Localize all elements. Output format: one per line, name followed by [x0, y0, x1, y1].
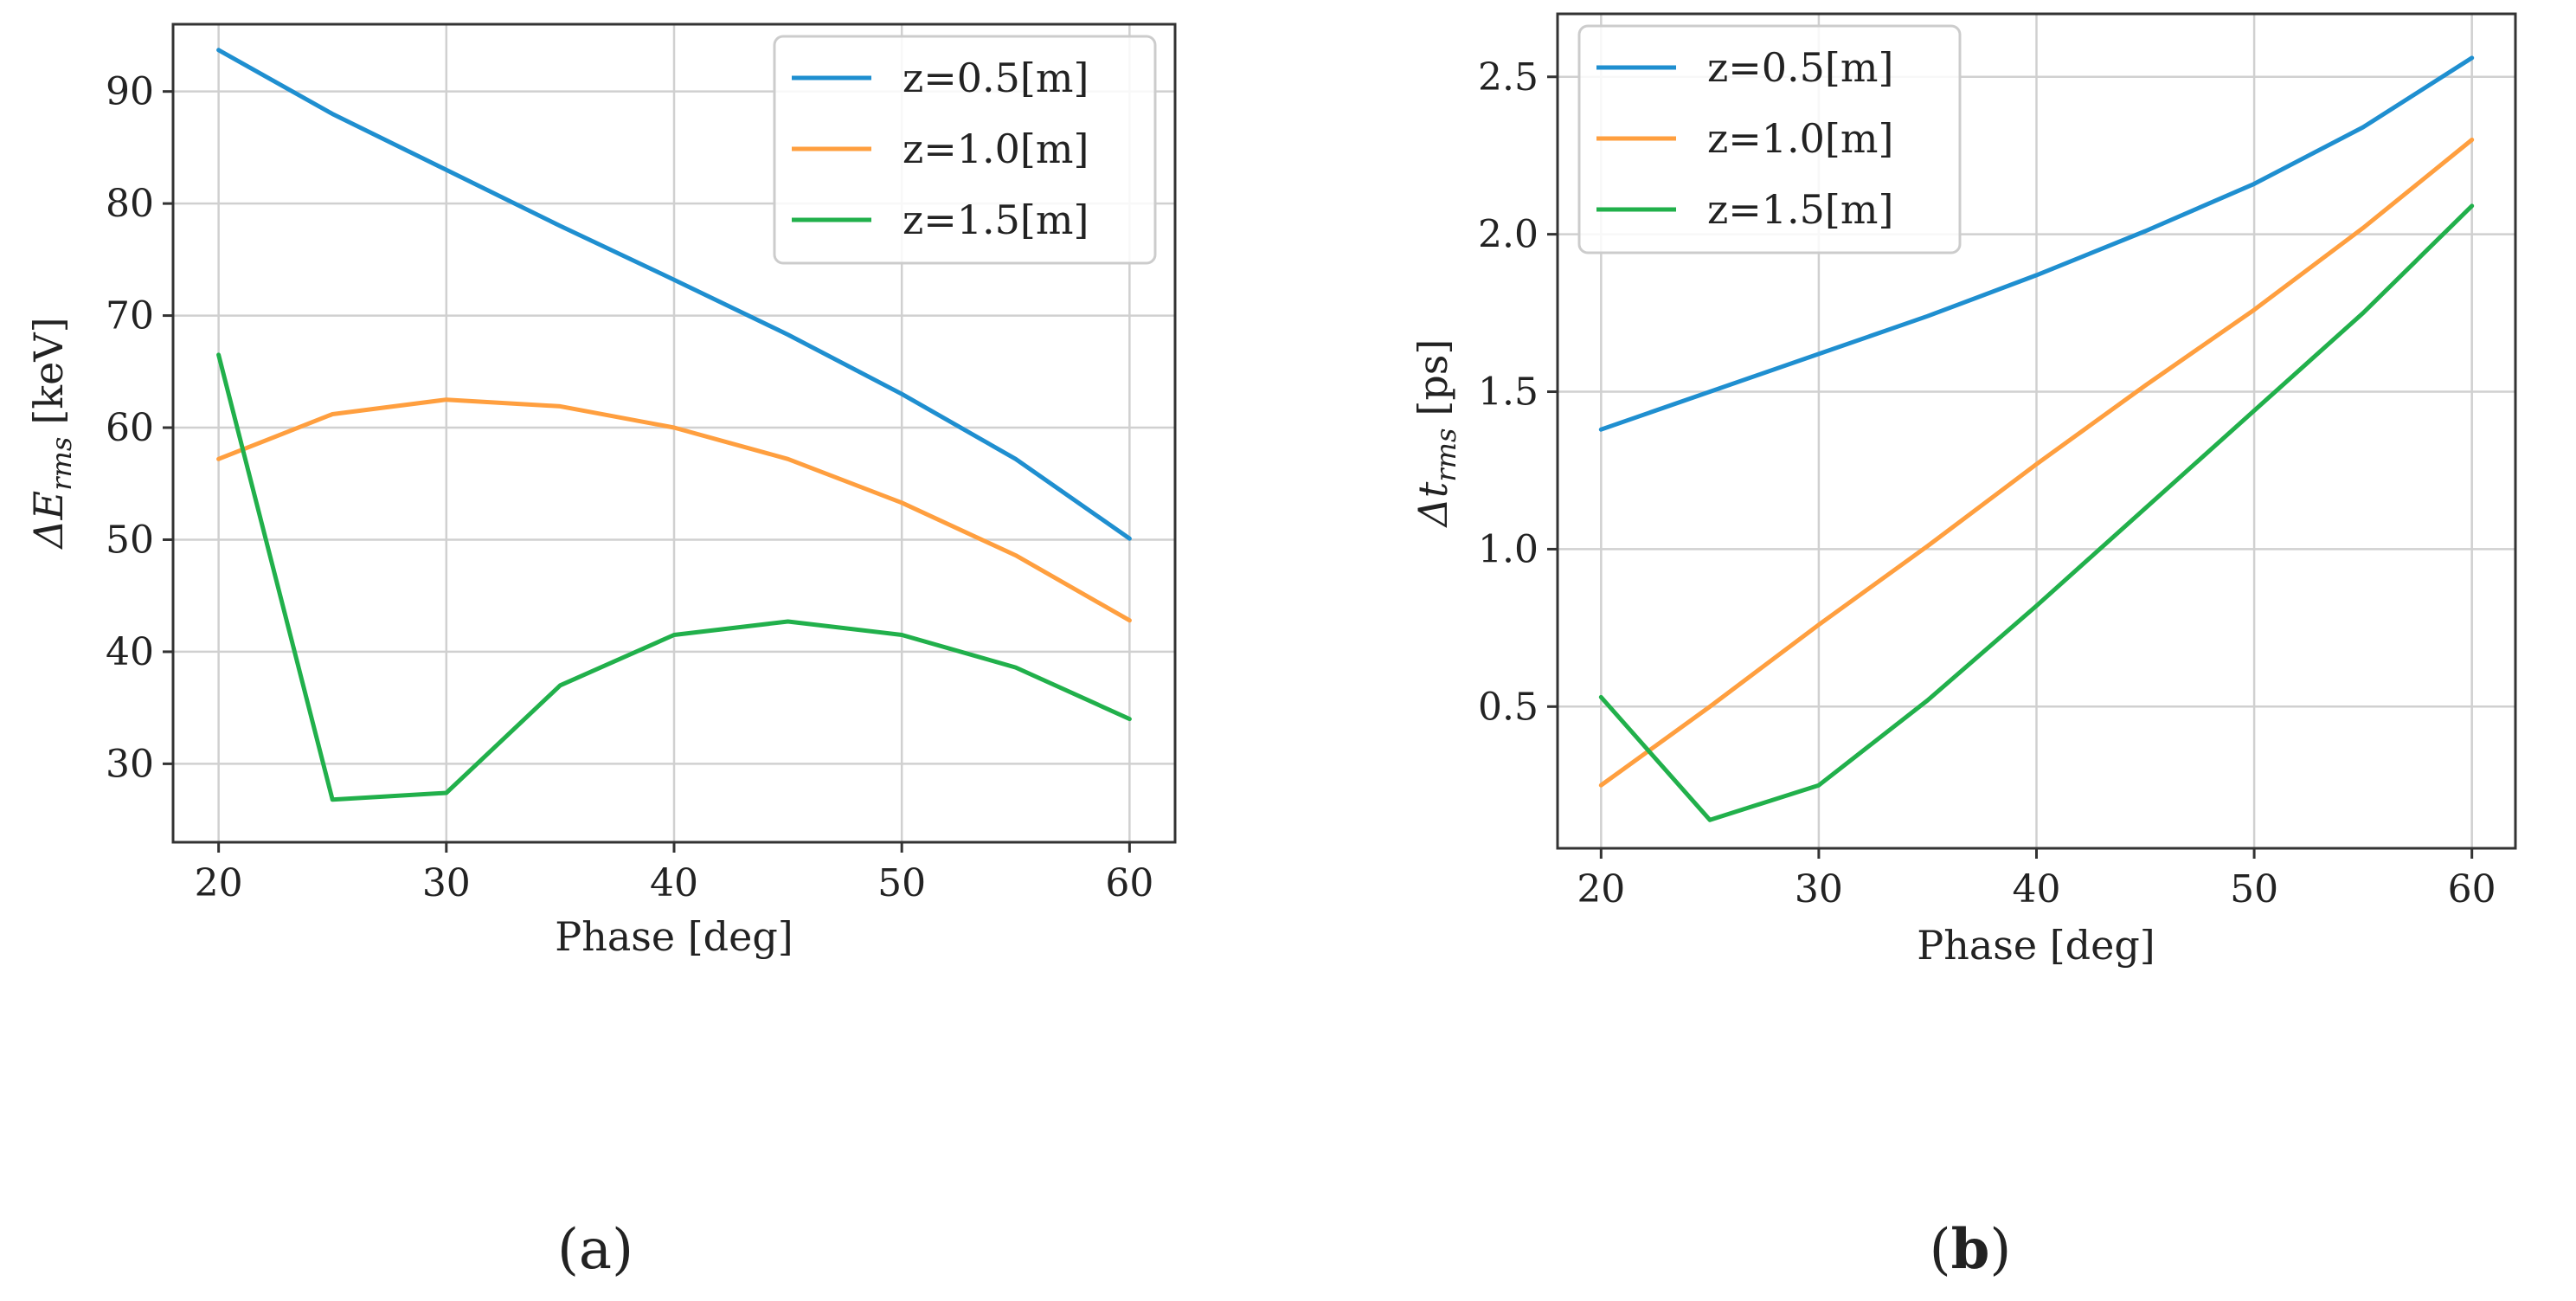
y-axis-label-b: Δtrms [ps]: [1410, 339, 1462, 529]
y-axis-label-unit-b: [ps]: [1410, 339, 1456, 416]
x-tick-label-a-1: 30: [422, 861, 471, 905]
y-tick-label-b-4: 2.5: [1478, 55, 1539, 100]
legend-label-a-1: z=1.0[m]: [903, 126, 1089, 172]
series-b: [1598, 55, 2475, 822]
series-line-a-1: [216, 397, 1132, 623]
panel-label-b: (b): [1930, 1217, 2012, 1282]
series-line-b-0: [1598, 55, 2475, 432]
series-line-b-2: [1598, 203, 2475, 822]
x-tick-label-b-0: 20: [1577, 867, 1625, 911]
chart-panel-b: 20 30 40 50 60 0.5 1.0 1.5 2.0 2.5 Phase [deg] Δt…: [1410, 12, 2517, 1282]
legend-box-b: [1577, 24, 1962, 254]
legend-label-a-0: z=0.5[m]: [903, 55, 1089, 101]
legend-label-b-1: z=1.0[m]: [1707, 115, 1893, 162]
x-tick-label-b-2: 40: [2013, 867, 2061, 911]
series-line-b-1: [1598, 138, 2475, 788]
legend-label-a-2: z=1.5[m]: [903, 196, 1089, 243]
y-axis-label-a: ΔErms [keV]: [25, 317, 78, 550]
ticks-b: 20 30 40 50 60 0.5 1.0 1.5 2.0 2.5: [1478, 55, 2496, 911]
x-tick-label-a-2: 40: [650, 861, 698, 905]
x-tick-label-b-1: 30: [1795, 867, 1843, 911]
x-tick-label-a-3: 50: [877, 861, 926, 905]
series-line-a-2: [216, 352, 1132, 802]
x-tick-label-a-4: 60: [1105, 861, 1153, 905]
y-tick-label-a-4: 70: [106, 294, 154, 338]
panel-label-a-letter: a: [579, 1218, 612, 1282]
y-axis-label-main-a: ΔE: [25, 491, 72, 551]
legend-box-a: [773, 35, 1157, 265]
y-axis-label-sub-a: rms: [45, 437, 78, 491]
y-axis-label-main-b: Δt: [1410, 481, 1456, 528]
y-axis-label-sub-b: rms: [1429, 428, 1462, 482]
y-axis-label-unit-a: [keV]: [25, 317, 72, 424]
y-tick-label-a-0: 30: [106, 742, 154, 786]
legend-label-b-2: z=1.5[m]: [1707, 186, 1893, 233]
y-tick-label-a-1: 40: [106, 630, 154, 674]
panel-label-a: (a): [557, 1218, 633, 1282]
x-tick-label-b-4: 60: [2448, 867, 2496, 911]
chart-panel-a: 20 30 40 50 60 30 40 50 60 70 80 90 Phase [deg] ΔEr…: [25, 23, 1177, 1282]
series-a: [216, 48, 1132, 802]
panel-label-b-letter: b: [1951, 1217, 1990, 1282]
y-tick-label-b-0: 0.5: [1478, 685, 1539, 729]
x-tick-label-b-3: 50: [2230, 867, 2278, 911]
y-tick-label-a-5: 80: [106, 182, 154, 226]
legend-label-b-0: z=0.5[m]: [1707, 44, 1893, 91]
x-axis-label-a: Phase [deg]: [555, 913, 793, 960]
y-tick-label-a-2: 50: [106, 518, 154, 562]
y-tick-label-b-3: 2.0: [1478, 213, 1539, 257]
y-tick-label-a-6: 90: [106, 70, 154, 114]
x-tick-label-a-0: 20: [195, 861, 243, 905]
y-tick-label-b-1: 1.0: [1478, 527, 1539, 571]
x-axis-label-b: Phase [deg]: [1917, 922, 2155, 969]
legend-a: z=0.5[m] z=1.0[m] z=1.5[m]: [773, 35, 1157, 265]
y-tick-label-b-2: 1.5: [1478, 370, 1539, 415]
y-tick-label-a-3: 60: [106, 406, 154, 450]
legend-b: z=0.5[m] z=1.0[m] z=1.5[m]: [1577, 24, 1962, 254]
ticks-a: 20 30 40 50 60 30 40 50 60 70 80 90: [106, 70, 1153, 905]
series-line-a-0: [216, 48, 1132, 541]
